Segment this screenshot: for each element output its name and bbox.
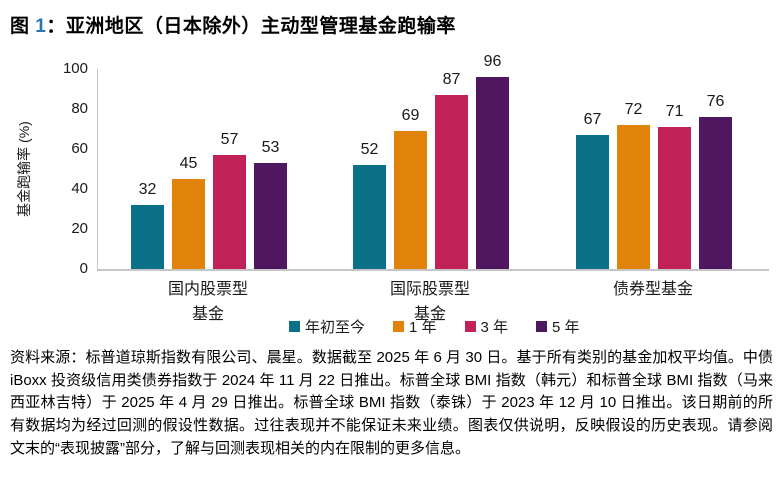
legend-label: 年初至今	[305, 319, 366, 336]
y-tick-label: 80	[71, 100, 88, 117]
bar-value-label: 53	[261, 139, 280, 156]
legend-swatch	[536, 321, 548, 332]
legend-swatch	[289, 321, 300, 332]
bar: 32	[131, 181, 164, 269]
x-category-label: 债券型基金	[612, 281, 693, 298]
legend-item: 1 年	[393, 316, 437, 337]
legend-label: 5 年	[552, 319, 580, 336]
bar-value-label: 67	[583, 111, 602, 128]
bar: 71	[658, 103, 691, 269]
bar-value-label: 71	[665, 103, 684, 120]
bar: 53	[254, 139, 287, 269]
y-tick-label: 100	[62, 60, 88, 77]
bar: 57	[213, 131, 246, 269]
bar: 76	[699, 93, 732, 269]
y-axis-ticks: 0 20 40 60 80 100	[38, 60, 88, 277]
x-category-label: 国内股票型 基金	[167, 281, 248, 323]
bar: 96	[476, 53, 509, 269]
y-tick-label: 0	[79, 260, 88, 277]
legend-label: 1 年	[409, 319, 437, 336]
bar-value-label: 87	[442, 71, 461, 88]
bar: 67	[576, 111, 609, 269]
legend-item: 年初至今	[289, 316, 365, 337]
legend-swatch	[393, 321, 405, 332]
y-tick-label: 20	[71, 220, 88, 237]
bar-group: 52 69 87 96	[353, 53, 509, 269]
bar-value-label: 32	[138, 181, 157, 198]
bar: 72	[617, 101, 650, 269]
legend-item: 5 年	[536, 316, 580, 337]
x-category-label: 国际股票型 基金	[389, 281, 470, 323]
bar: 45	[172, 155, 205, 269]
plot-area: 32 45 57 53 52 69 87 96 67 72 71 76	[97, 53, 769, 271]
legend-label: 3 年	[480, 319, 509, 336]
figure-label: 图	[10, 16, 36, 37]
bar-value-label: 69	[401, 107, 420, 124]
y-tick-label: 40	[71, 180, 88, 197]
bar-value-label: 76	[706, 93, 725, 110]
chart-title-text: ：亚洲地区（日本除外）主动型管理基金跑输率	[46, 16, 456, 37]
bar: 69	[394, 107, 427, 269]
chart-title: 图 1：亚洲地区（日本除外）主动型管理基金跑输率	[10, 11, 456, 38]
bar-value-label: 45	[179, 155, 198, 172]
source-note: 资料来源：标普道琼斯指数有限公司、晨星。数据截至 2025 年 6 月 30 日…	[10, 349, 773, 457]
bar-value-label: 72	[624, 101, 643, 118]
bar-group: 67 72 71 76	[576, 93, 732, 269]
legend: 年初至今 1 年 3 年 5 年	[289, 316, 580, 337]
bar: 87	[435, 71, 468, 269]
y-axis-label: 基金跑输率 (%)	[16, 121, 32, 217]
bar-value-label: 57	[220, 131, 239, 148]
y-tick-label: 60	[71, 140, 88, 157]
figure-number: 1	[35, 16, 47, 37]
bar-value-label: 96	[483, 53, 502, 70]
bar-value-label: 52	[360, 141, 379, 158]
legend-swatch	[464, 321, 476, 332]
bar-group: 32 45 57 53	[131, 131, 287, 269]
bar: 52	[353, 141, 386, 269]
legend-item: 3 年	[464, 316, 509, 337]
